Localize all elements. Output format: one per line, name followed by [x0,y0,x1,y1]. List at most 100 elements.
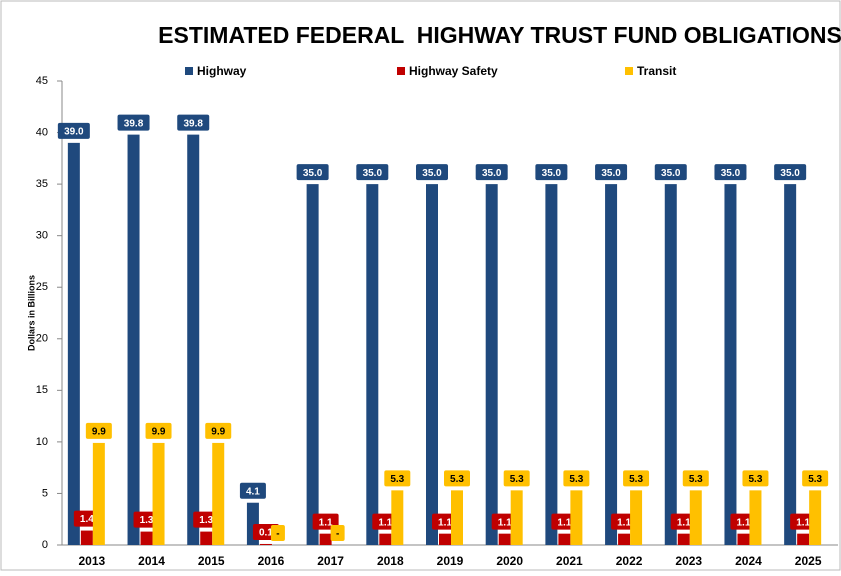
x-tick-label: 2025 [795,554,822,568]
bar [724,184,737,545]
value-label: - [336,529,339,540]
bar [80,530,93,545]
legend-label: Highway Safety [409,64,498,78]
bar [67,142,80,545]
y-tick-label: 35 [36,178,48,190]
value-label-box [654,164,687,181]
value-label: 35.0 [542,168,562,179]
value-label-box [595,164,628,181]
y-tick-label: 30 [36,230,48,242]
value-label: 39.8 [124,118,144,129]
bar [187,134,200,545]
bar [677,533,690,545]
x-tick-label: 2015 [198,554,225,568]
bar [689,490,702,545]
value-label-box [563,470,590,487]
chart-title: ESTIMATED FEDERAL HIGHWAY TRUST FUND OBL… [158,22,841,48]
bar [391,490,404,545]
x-tick-label: 2021 [556,554,583,568]
value-label: 9.9 [152,427,166,438]
value-label: 5.3 [689,474,703,485]
x-tick-label: 2013 [78,554,105,568]
y-tick-label: 10 [36,436,48,448]
bar [259,543,272,545]
bar [212,442,225,545]
value-label: 5.3 [450,474,464,485]
value-label: 1.1 [557,517,571,528]
value-label: 4.1 [246,486,260,497]
bar [558,533,571,545]
value-label: 1.1 [737,517,751,528]
y-tick-label: 20 [36,333,48,345]
value-label: 35.0 [661,168,681,179]
x-tick-label: 2017 [317,554,344,568]
bar [618,533,631,545]
value-label-box [177,114,210,131]
value-label: 0.1 [259,528,273,539]
value-label-box [296,164,329,181]
value-label: 5.3 [629,474,643,485]
bar [498,533,511,545]
value-label: 35.0 [303,168,323,179]
bar [485,184,498,545]
bar [809,490,822,545]
value-label: 35.0 [601,168,621,179]
value-label: 5.3 [749,474,763,485]
value-label-box [205,422,232,439]
y-tick-label: 0 [42,539,48,551]
legend-swatch [397,67,405,75]
value-label: 35.0 [422,168,442,179]
value-label-box [356,164,389,181]
bar [664,184,677,545]
bar [630,490,643,545]
bar [92,442,105,545]
value-label-box [145,422,172,439]
legend-swatch [625,67,633,75]
y-tick-label: 40 [36,126,48,138]
bar [570,490,583,545]
value-label-box [802,470,829,487]
value-label: 5.3 [510,474,524,485]
value-label: 1.1 [319,517,333,528]
legend-label: Transit [637,64,676,78]
bar [127,134,140,545]
value-label: 1.1 [438,517,452,528]
value-label-box [416,164,448,181]
y-tick-label: 45 [36,75,48,87]
value-label: 35.0 [363,168,383,179]
legend-swatch [185,67,193,75]
value-label: 9.9 [92,427,106,438]
value-label: 5.3 [808,474,822,485]
value-label: 35.0 [780,168,800,179]
value-label: 1.4 [80,514,94,525]
value-label: 1.3 [199,515,213,526]
x-tick-label: 2016 [258,554,285,568]
y-tick-label: 5 [42,487,48,499]
value-label: - [276,529,279,540]
value-label-box [239,482,266,499]
value-label: 5.3 [390,474,404,485]
x-tick-label: 2019 [437,554,464,568]
value-label-box [117,114,150,131]
x-tick-label: 2018 [377,554,404,568]
legend-label: Highway [197,64,247,78]
value-label-box [57,122,90,139]
x-tick-label: 2022 [616,554,643,568]
bar [379,533,392,545]
x-tick-label: 2020 [496,554,523,568]
y-axis-label: Dollars in Billions [26,275,36,351]
bar [451,490,463,545]
value-label-box [270,525,285,541]
bar [797,533,810,545]
value-label: 1.1 [617,517,631,528]
value-label: 5.3 [569,474,583,485]
value-label-box [714,164,747,181]
bar [200,531,213,545]
value-label-box [384,470,411,487]
x-tick-label: 2023 [675,554,702,568]
bar [784,184,797,545]
bar [306,184,319,545]
value-label-box [623,470,650,487]
